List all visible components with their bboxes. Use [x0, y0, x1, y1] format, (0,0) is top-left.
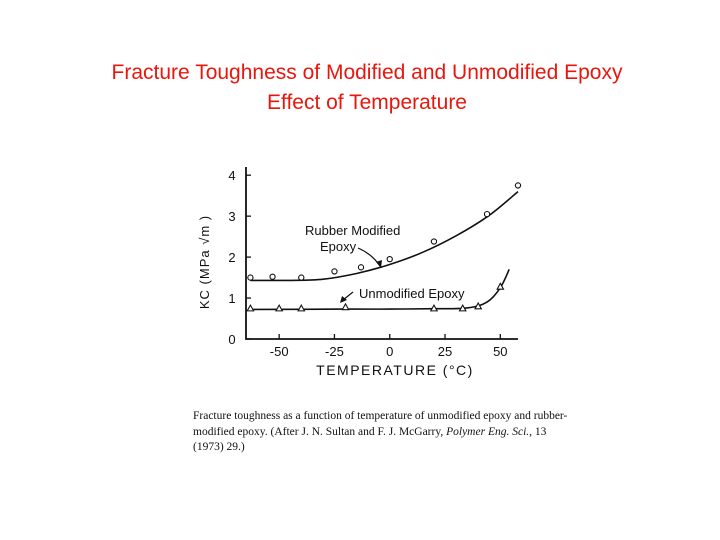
- x-tick-label: 0: [386, 344, 393, 359]
- point-unmodified: [275, 303, 284, 312]
- y-tick-label: 3: [228, 209, 235, 224]
- point-unmodified: [297, 303, 306, 312]
- point-unmodified: [474, 301, 483, 310]
- y-tick-label: 2: [228, 250, 235, 265]
- x-tick-label: 50: [493, 344, 507, 359]
- point-rubber: [514, 182, 522, 189]
- title-line-1: Fracture Toughness of Modified and Unmod…: [111, 61, 623, 84]
- point-rubber: [331, 268, 338, 275]
- point-rubber: [269, 273, 276, 280]
- point-unmodified: [341, 302, 350, 311]
- point-rubber: [247, 274, 254, 281]
- plot-area: 0 1 2 3 4 -50 -25 0 25 50: [228, 167, 522, 359]
- x-tick-label: -25: [325, 344, 344, 359]
- caption-text: Fracture toughness as a function of temp…: [193, 410, 568, 438]
- point-rubber: [386, 255, 393, 263]
- caption-journal: Polymer Eng. Sci.: [446, 425, 530, 438]
- title-line-2: Effect of Temperature: [266, 91, 467, 114]
- annotation-arrow-rubber: [357, 247, 381, 267]
- point-unmodified: [246, 303, 255, 312]
- slide-title: Fracture Toughness of Modified and Unmod…: [0, 58, 720, 118]
- point-unmodified: [496, 282, 505, 290]
- point-rubber: [430, 238, 438, 245]
- annotation-rubber-modified: Rubber Modified: [305, 223, 400, 238]
- annotation-arrowhead-unmodified: [340, 296, 347, 303]
- point-rubber: [357, 264, 365, 271]
- annotation-arrowhead-rubber: [376, 260, 382, 268]
- y-tick-label: 1: [228, 291, 235, 306]
- y-axis-title: KC (MPa √m ): [197, 215, 212, 309]
- figure-caption: Fracture toughness as a function of temp…: [193, 409, 573, 456]
- x-tick-label: -50: [270, 344, 289, 359]
- x-tick-label: 25: [438, 344, 452, 359]
- annotation-unmodified-epoxy: Unmodified Epoxy: [359, 286, 465, 301]
- point-unmodified: [429, 303, 439, 312]
- axis-frame: [245, 167, 518, 340]
- y-tick-label: 4: [228, 168, 235, 183]
- point-unmodified: [458, 303, 467, 312]
- point-rubber: [483, 210, 491, 218]
- x-axis-title: TEMPERATURE (°C): [316, 362, 474, 378]
- caption-citation: , 13 (1973) 29.): [193, 425, 547, 454]
- y-tick-label: 0: [228, 332, 235, 347]
- point-rubber: [298, 274, 305, 281]
- annotation-epoxy: Epoxy: [320, 239, 357, 254]
